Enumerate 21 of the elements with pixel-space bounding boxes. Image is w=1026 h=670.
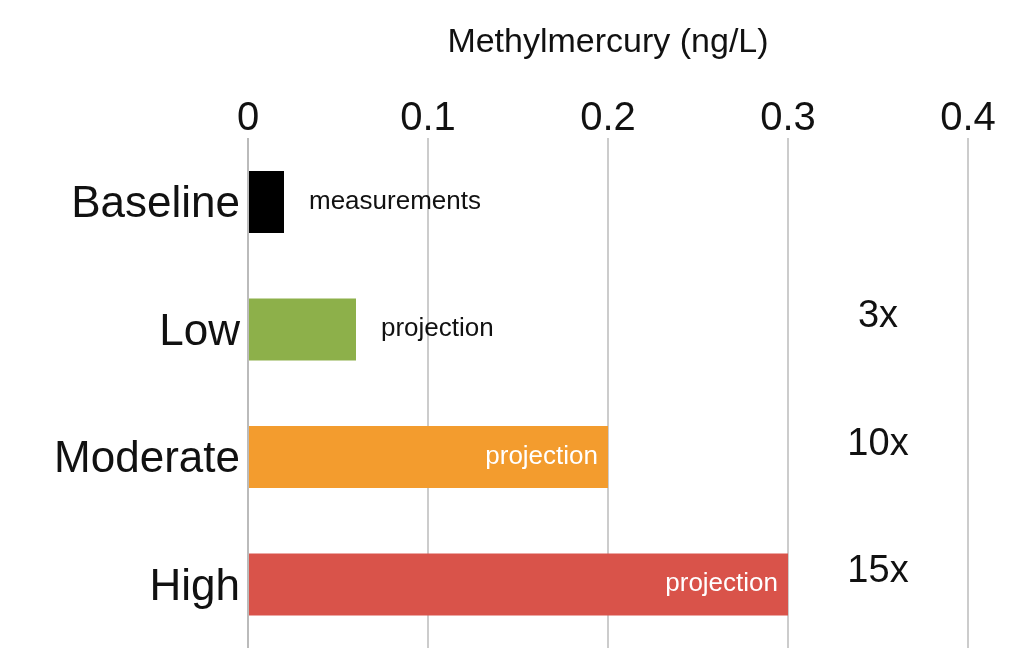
annotation: 10x: [847, 420, 909, 463]
x-tick-label: 0.4: [940, 94, 996, 138]
x-axis-title: Methylmercury (ng/L): [447, 21, 769, 60]
y-tick-label: Moderate: [54, 432, 240, 482]
y-tick-label: High: [149, 559, 240, 609]
x-tick-label: 0.1: [400, 94, 456, 138]
annotation: 15x: [847, 548, 909, 591]
annotation: projection: [485, 439, 598, 470]
bar: [248, 426, 608, 488]
bar: [248, 298, 356, 361]
annotation: projection: [665, 567, 778, 598]
annotation: measurements: [309, 184, 481, 215]
bar: [248, 171, 284, 233]
x-tick-label: 0.2: [580, 94, 636, 138]
annotation: 3x: [857, 293, 899, 336]
x-tick-label: 0.3: [760, 94, 816, 138]
annotation: projection: [381, 312, 494, 343]
bar: [248, 553, 788, 616]
y-tick-label: Baseline: [71, 177, 240, 227]
y-tick-label: Low: [159, 304, 241, 354]
x-tick-label: 0: [236, 94, 260, 138]
